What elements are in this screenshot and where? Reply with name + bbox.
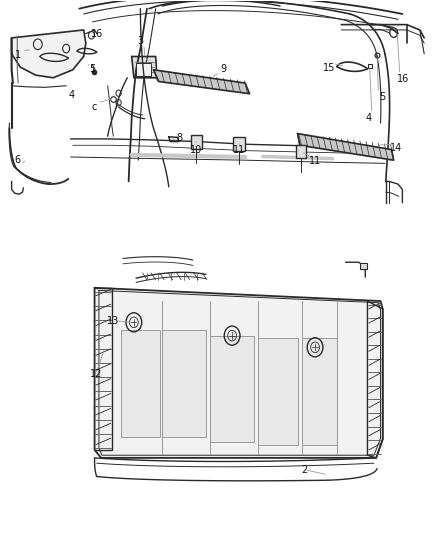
Text: 14: 14	[390, 143, 402, 154]
Text: 15: 15	[323, 63, 335, 72]
Text: 5: 5	[89, 64, 95, 74]
Polygon shape	[95, 288, 383, 458]
Text: 3: 3	[138, 36, 144, 45]
Polygon shape	[297, 134, 394, 160]
Text: 6: 6	[14, 155, 20, 165]
Polygon shape	[12, 30, 86, 78]
Text: 13: 13	[107, 316, 120, 326]
Text: 2: 2	[301, 465, 307, 474]
Text: 16: 16	[91, 29, 103, 39]
Polygon shape	[153, 70, 250, 94]
Text: 11: 11	[309, 156, 321, 166]
FancyBboxPatch shape	[191, 135, 202, 149]
Text: 10: 10	[190, 144, 202, 155]
FancyBboxPatch shape	[233, 138, 245, 151]
FancyBboxPatch shape	[302, 338, 337, 445]
Text: 12: 12	[90, 369, 102, 379]
Text: 16: 16	[397, 74, 410, 84]
FancyBboxPatch shape	[360, 263, 367, 269]
FancyBboxPatch shape	[296, 146, 306, 158]
Text: 5: 5	[379, 92, 385, 102]
FancyBboxPatch shape	[258, 338, 297, 445]
Text: 4: 4	[68, 90, 74, 100]
FancyBboxPatch shape	[162, 330, 206, 437]
Text: 1: 1	[15, 50, 21, 60]
Text: 8: 8	[177, 133, 183, 143]
Polygon shape	[169, 137, 179, 142]
Polygon shape	[132, 56, 157, 78]
FancyBboxPatch shape	[210, 336, 254, 442]
Text: 11: 11	[233, 144, 245, 155]
FancyBboxPatch shape	[136, 63, 151, 76]
FancyBboxPatch shape	[121, 330, 160, 437]
Text: 4: 4	[365, 112, 371, 123]
Text: 9: 9	[220, 64, 226, 74]
Text: c: c	[91, 102, 96, 112]
